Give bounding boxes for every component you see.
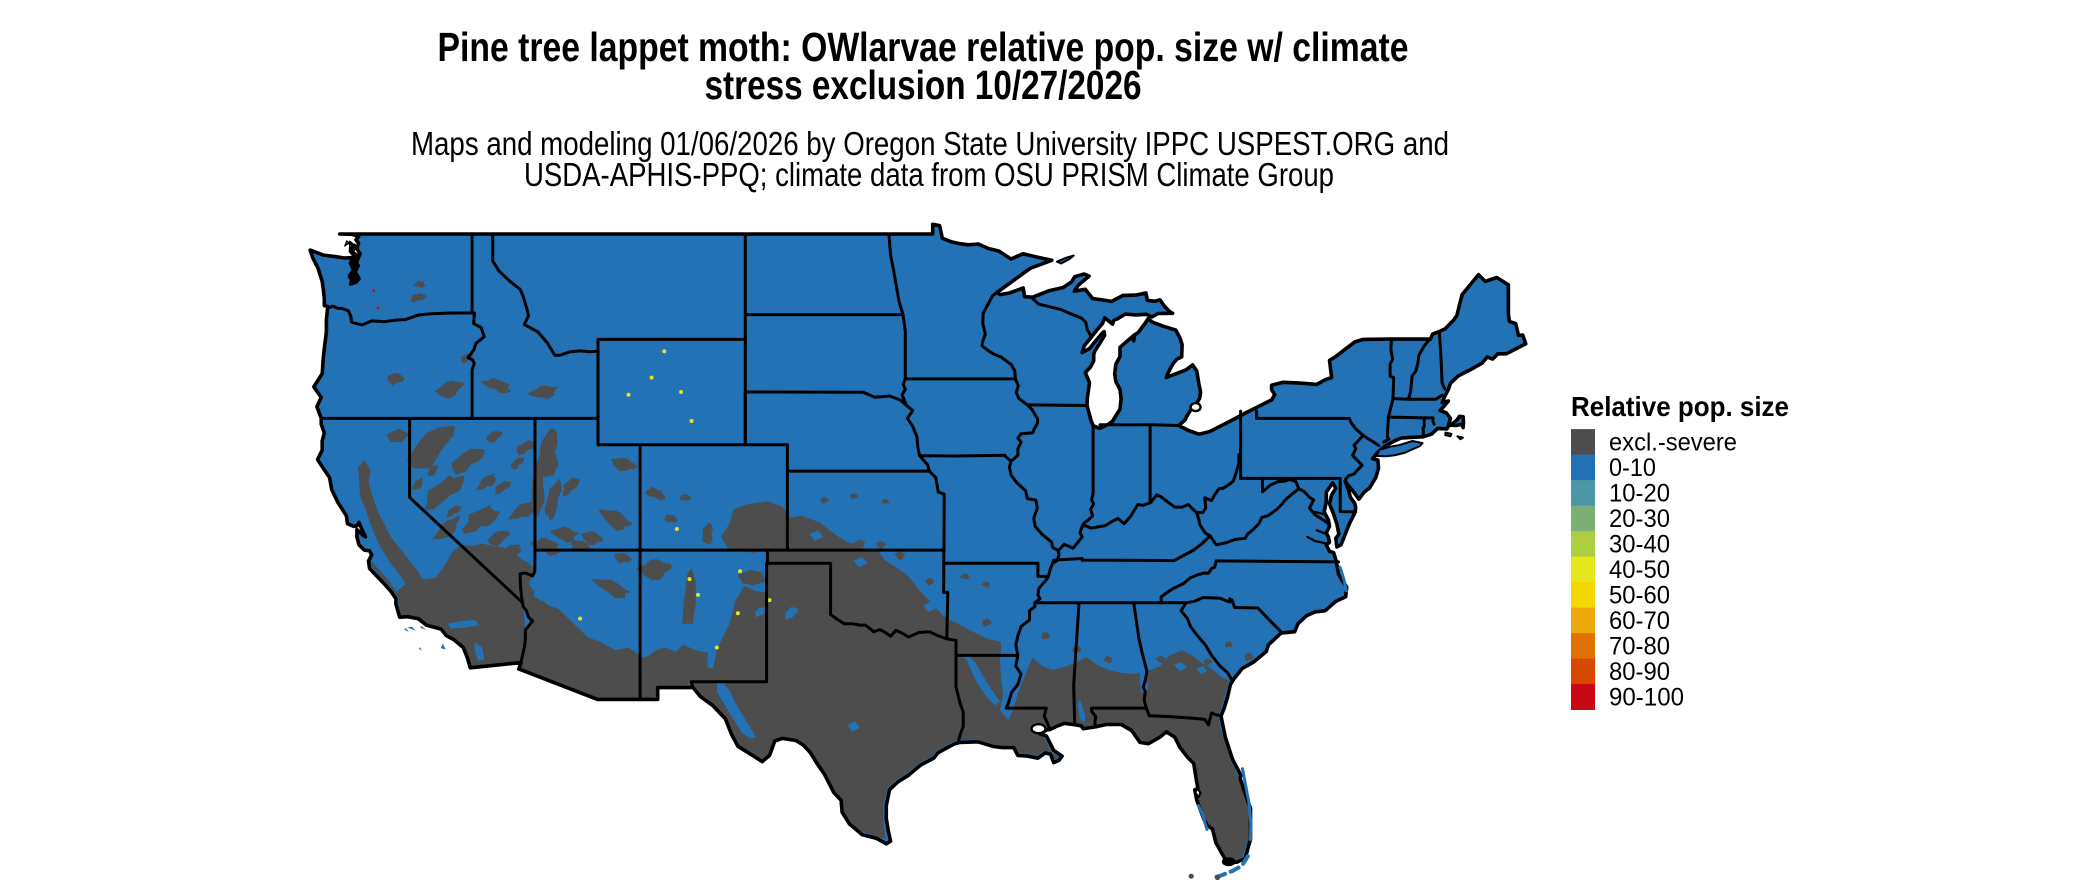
svg-text:60-70: 60-70 — [1609, 607, 1670, 635]
svg-text:50-60: 50-60 — [1609, 581, 1670, 609]
svg-text:70-80: 70-80 — [1609, 632, 1670, 660]
svg-text:stress exclusion 10/27/2026: stress exclusion 10/27/2026 — [705, 62, 1142, 108]
svg-text:30-40: 30-40 — [1609, 530, 1670, 558]
svg-text:excl.-severe: excl.-severe — [1609, 428, 1737, 456]
svg-text:USDA-APHIS-PPQ; climate data f: USDA-APHIS-PPQ; climate data from OSU PR… — [524, 156, 1334, 193]
svg-text:80-90: 80-90 — [1609, 658, 1670, 686]
svg-text:20-30: 20-30 — [1609, 505, 1670, 533]
svg-text:90-100: 90-100 — [1609, 683, 1684, 711]
svg-text:Maps and modeling 01/06/2026 b: Maps and modeling 01/06/2026 by Oregon S… — [411, 125, 1449, 162]
svg-text:40-50: 40-50 — [1609, 556, 1670, 584]
svg-text:0-10: 0-10 — [1609, 454, 1656, 482]
svg-text:Pine tree lappet moth: OWlarva: Pine tree lappet moth: OWlarvae relative… — [438, 24, 1409, 70]
svg-text:10-20: 10-20 — [1609, 479, 1670, 507]
svg-text:Relative pop. size: Relative pop. size — [1571, 391, 1789, 422]
